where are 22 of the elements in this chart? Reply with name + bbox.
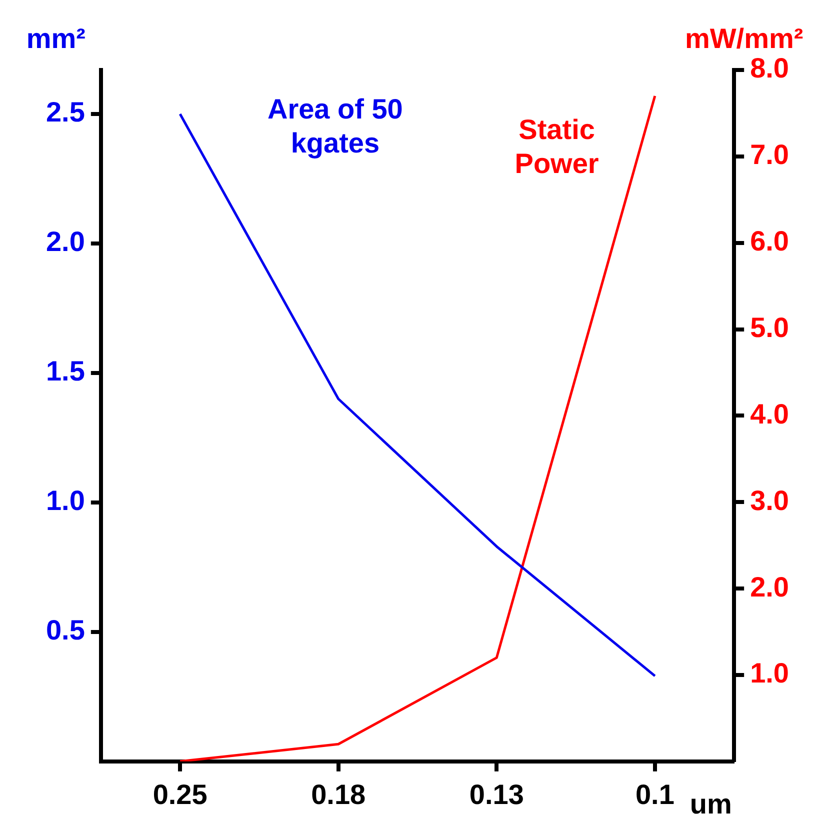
x-axis-title: um (690, 788, 732, 820)
y-tick-label: 2.0 (46, 226, 85, 258)
y-tick-label: 0.5 (46, 614, 85, 646)
x-tick-label: 0.18 (311, 778, 366, 810)
series-label: Area of 50 kgates (267, 93, 403, 158)
y2-tick-label: 2.0 (750, 571, 790, 602)
y2-tick-label: 7.0 (750, 139, 790, 170)
x-tick-label: 0.25 (152, 778, 208, 810)
y2-axis-title: mW/mm² (684, 23, 804, 54)
y2-tick-label: 1.0 (750, 658, 790, 689)
y-tick-label: 2.5 (46, 96, 85, 128)
series-label: Static Power (514, 114, 599, 180)
y2-tick-label: 5.0 (750, 312, 790, 343)
x-tick-label: 0.1 (635, 778, 674, 810)
y2-tick-label: 4.0 (750, 398, 790, 430)
y-tick-label: 1.0 (46, 485, 85, 516)
y-tick-label: 1.5 (46, 356, 85, 387)
y-axis-title: mm² (26, 23, 86, 54)
x-tick-label: 0.13 (469, 778, 524, 810)
y2-tick-label: 8.0 (750, 52, 790, 84)
y2-tick-label: 6.0 (750, 226, 790, 257)
y2-tick-label: 3.0 (750, 484, 790, 516)
